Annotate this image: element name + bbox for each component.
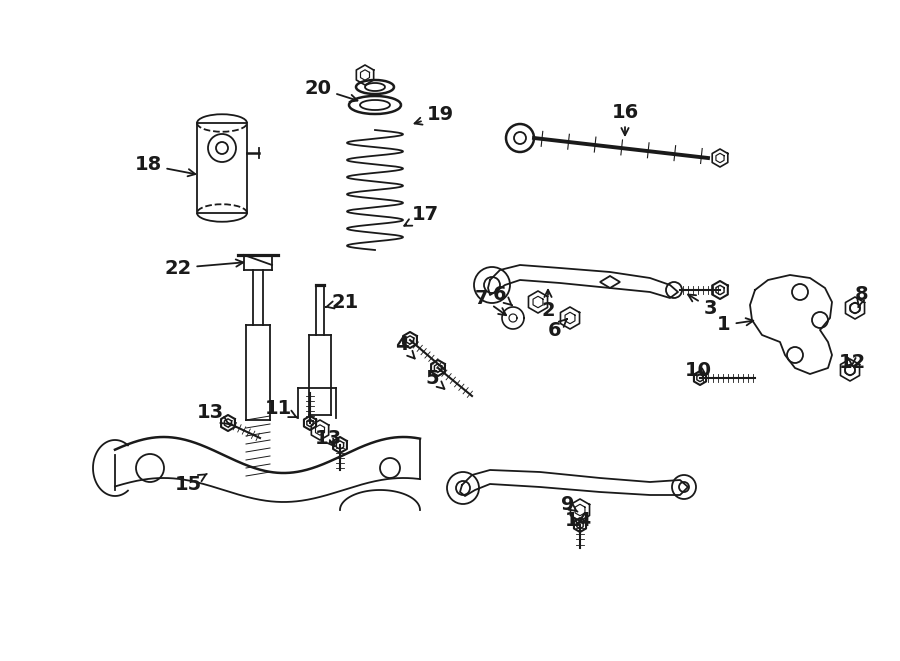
Text: 4: 4 — [395, 336, 415, 358]
Text: 12: 12 — [839, 352, 866, 371]
Text: 8: 8 — [855, 286, 868, 307]
Text: 14: 14 — [564, 510, 591, 529]
Text: 1: 1 — [717, 315, 753, 334]
Text: 6: 6 — [493, 286, 512, 305]
Text: 10: 10 — [685, 360, 712, 379]
Text: 7: 7 — [475, 288, 506, 315]
Text: 15: 15 — [175, 474, 207, 494]
Text: 13: 13 — [314, 428, 342, 447]
Text: 20: 20 — [304, 79, 357, 102]
Text: 22: 22 — [165, 258, 243, 278]
Text: 21: 21 — [326, 293, 358, 311]
Text: 11: 11 — [265, 399, 297, 418]
Text: 3: 3 — [688, 295, 716, 317]
Text: 9: 9 — [562, 496, 578, 514]
Text: 17: 17 — [404, 206, 438, 226]
Text: 6: 6 — [548, 319, 567, 340]
Text: 19: 19 — [415, 106, 454, 125]
Bar — [197, 123, 247, 213]
Text: 2: 2 — [541, 290, 554, 319]
Text: 5: 5 — [425, 368, 445, 389]
Text: 18: 18 — [134, 155, 195, 176]
Text: 16: 16 — [611, 102, 639, 136]
Text: 13: 13 — [196, 403, 229, 424]
